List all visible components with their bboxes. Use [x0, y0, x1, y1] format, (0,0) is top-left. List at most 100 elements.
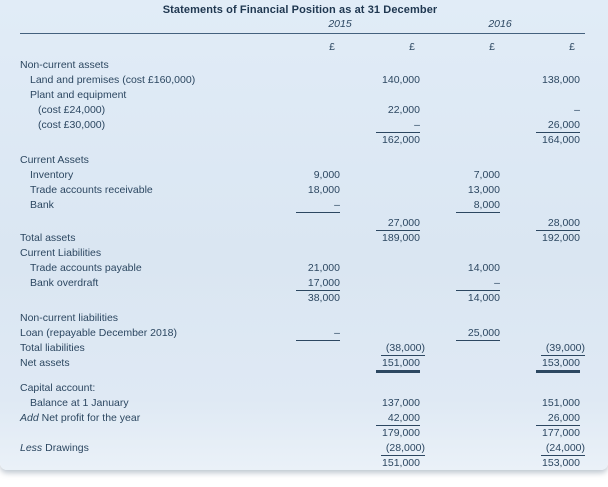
amount-value: 138,000 [542, 74, 580, 86]
amount-value: – [456, 277, 500, 291]
table-row: 162,000 164,000 [20, 133, 580, 148]
year-header-2015: 2015 [328, 18, 352, 30]
table-row: Add Net profit for the year 42,000 26,000 [20, 411, 580, 426]
table-row: Net assets 151,000 153,000 [20, 356, 580, 371]
currency-symbol-2015-outer: £ [409, 41, 415, 53]
table-row: Capital account: [20, 381, 580, 396]
amount-value: (39,000) [541, 342, 585, 356]
amount-value: 38,000 [307, 292, 340, 304]
amount-cell-2015-outer: (28,000) [340, 441, 425, 456]
row-label: Land and premises (cost £160,000) [30, 74, 196, 86]
amount-value: 8,000 [456, 199, 500, 213]
amount-cell-2015-inner: 38,000 [260, 291, 340, 306]
amount-cell-2016-outer: 177,000 [500, 426, 580, 441]
table-row: Current Assets [20, 153, 580, 168]
amount-value: 164,000 [542, 134, 580, 146]
amount-value: – [376, 119, 420, 133]
amount-cell-2016-inner: 8,000 [420, 198, 500, 213]
amount-cell-2016-outer: (39,000) [500, 341, 585, 356]
amount-value: 28,000 [536, 217, 580, 231]
amount-value: 27,000 [376, 217, 420, 231]
table-row: Less Drawings (28,000) (24,000) [20, 441, 585, 456]
amount-value: 153,000 [536, 457, 580, 470]
amount-value: 151,000 [376, 457, 420, 470]
amount-cell-2016-inner: 13,000 [420, 183, 500, 198]
table-row: Trade accounts payable 21,000 14,000 [20, 261, 580, 276]
row-label: Inventory [30, 169, 74, 181]
row-label: (cost £24,000) [38, 104, 106, 116]
table-row: 38,000 14,000 [20, 291, 580, 306]
table-row: Total assets 189,000 192,000 [20, 231, 580, 246]
amount-cell-2015-outer: 151,000 [340, 456, 420, 470]
table-row: Loan (repayable December 2018) – 25,000 [20, 326, 580, 341]
row-label-italic-prefix: Add [20, 412, 39, 424]
amount-value: 13,000 [467, 184, 500, 196]
amount-cell-2015-outer: 27,000 [340, 216, 420, 231]
amount-cell-2015-outer: (38,000) [340, 341, 425, 356]
amount-value: (38,000) [381, 342, 425, 356]
amount-value: 26,000 [536, 119, 580, 133]
amount-cell-2015-outer: – [340, 118, 420, 133]
amount-cell-2016-outer: (24,000) [500, 441, 585, 456]
amount-value: 42,000 [376, 412, 420, 426]
year-header-row: 2015 2016 [0, 16, 608, 30]
statement-title: Statements of Financial Position as at 3… [162, 4, 438, 16]
amount-cell-2015-outer: 22,000 [340, 103, 420, 118]
amount-cell-2015-outer: 189,000 [340, 231, 420, 246]
table-row: Non-current liabilities [20, 311, 580, 326]
amount-cell-2015-outer: 162,000 [340, 133, 420, 148]
amount-cell-2016-inner: 14,000 [420, 291, 500, 306]
amount-cell-2016-outer: 153,000 [500, 456, 580, 470]
amount-value: 25,000 [456, 327, 500, 341]
amount-cell-2015-inner: 9,000 [260, 168, 340, 183]
amount-value: – [296, 199, 340, 213]
table-row: Bank – 8,000 [20, 198, 580, 213]
amount-cell-2016-outer: 26,000 [500, 411, 580, 426]
header-rule [20, 33, 585, 34]
table-row: Total liabilities (38,000) (39,000) [20, 341, 585, 356]
row-label: Non-current assets [20, 59, 109, 71]
currency-header-spacer [20, 41, 260, 53]
row-label: Plant and equipment [30, 89, 127, 101]
amount-cell-2015-outer: 151,000 [340, 356, 420, 371]
currency-header-row: £ £ £ £ [0, 34, 608, 56]
table-row: (cost £30,000) – 26,000 [20, 118, 580, 133]
amount-cell-2015-outer: 42,000 [340, 411, 420, 426]
row-label: Bank [30, 199, 54, 211]
amount-cell-2016-inner: 14,000 [420, 261, 500, 276]
table-row: 151,000 153,000 [20, 456, 580, 470]
table-row: Balance at 1 January 137,000 151,000 [20, 396, 580, 411]
amount-cell-2015-inner: 21,000 [260, 261, 340, 276]
amount-value: 189,000 [382, 232, 420, 244]
row-label: Capital account: [20, 382, 96, 394]
amount-value: 9,000 [313, 169, 340, 181]
amount-cell-2015-inner: – [260, 198, 340, 213]
amount-value: – [574, 104, 580, 116]
year-header-spacer [20, 18, 260, 30]
amount-cell-2016-outer: 151,000 [500, 396, 580, 411]
amount-value: 177,000 [542, 427, 580, 439]
table-row: Plant and equipment [20, 88, 580, 103]
row-label: Total assets [20, 232, 76, 244]
amount-value: 26,000 [536, 412, 580, 426]
row-label: Bank overdraft [30, 277, 99, 289]
amount-value: 14,000 [467, 292, 500, 304]
amount-value: 17,000 [296, 277, 340, 291]
amount-value: 179,000 [382, 427, 420, 439]
amount-value: (24,000) [541, 442, 585, 456]
row-label: Current Liabilities [20, 247, 102, 259]
amount-cell-2016-outer: – [500, 103, 580, 118]
currency-symbol-2015-inner: £ [329, 41, 335, 53]
table-row: Trade accounts receivable 18,000 13,000 [20, 183, 580, 198]
amount-cell-2016-outer: 26,000 [500, 118, 580, 133]
year-header-2016: 2016 [488, 18, 512, 30]
amount-value: 162,000 [382, 134, 420, 146]
amount-cell-2015-inner: 18,000 [260, 183, 340, 198]
row-label: Trade accounts payable [30, 262, 142, 274]
amount-cell-2016-outer: 153,000 [500, 356, 580, 371]
table-row: 27,000 28,000 [20, 216, 580, 231]
row-label: Current Assets [20, 154, 89, 166]
table-row: Inventory 9,000 7,000 [20, 168, 580, 183]
row-label: Net assets [20, 357, 70, 369]
statement-rows: Non-current assets Land and premises (cos… [0, 56, 608, 470]
